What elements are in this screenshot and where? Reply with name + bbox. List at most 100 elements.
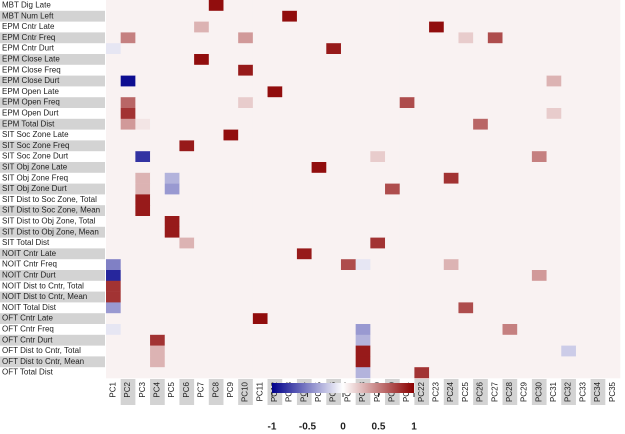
- heatmap-cell: [194, 21, 210, 33]
- heatmap-cell: [238, 259, 254, 271]
- heatmap-cell: [223, 97, 239, 109]
- heatmap-cell: [517, 356, 533, 368]
- heatmap-cell: [208, 0, 224, 12]
- heatmap-cell: [296, 0, 312, 12]
- heatmap-cell: [414, 248, 430, 260]
- heatmap-cell: [223, 259, 239, 271]
- col-label-bg: [238, 379, 253, 405]
- heatmap-cell: [267, 140, 283, 152]
- col-label-bg: [590, 379, 606, 405]
- heatmap-cell: [120, 118, 136, 130]
- heatmap-cell: [326, 32, 342, 44]
- heatmap-cell: [487, 21, 503, 33]
- heatmap-cell: [238, 367, 254, 379]
- row-label: EPM Close Durt: [2, 76, 60, 85]
- heatmap-cell: [546, 291, 562, 303]
- heatmap-cell: [561, 291, 577, 303]
- heatmap-cell: [150, 43, 166, 55]
- heatmap-cell: [355, 75, 371, 87]
- heatmap-cell: [458, 302, 474, 314]
- heatmap-cell: [296, 43, 312, 55]
- heatmap-cell: [282, 334, 298, 346]
- heatmap-cell: [429, 302, 445, 314]
- row-label: EPM Cntr Freq: [2, 33, 55, 42]
- heatmap-cell: [326, 162, 342, 174]
- heatmap-cell: [414, 32, 430, 44]
- heatmap-cell: [575, 54, 591, 66]
- heatmap-cell: [546, 140, 562, 152]
- heatmap-cell: [355, 237, 371, 249]
- col-label: PC2: [123, 381, 132, 397]
- heatmap-cell: [311, 205, 327, 217]
- heatmap-cell: [238, 183, 254, 195]
- heatmap-cell: [135, 10, 151, 22]
- heatmap-cell: [531, 313, 547, 325]
- heatmap-cell: [340, 237, 356, 249]
- heatmap-cell: [575, 248, 591, 260]
- heatmap-cell: [355, 270, 371, 282]
- heatmap-cell: [429, 129, 445, 141]
- heatmap-cell: [252, 172, 268, 184]
- heatmap-cell: [252, 183, 268, 195]
- heatmap-cell: [267, 280, 283, 292]
- heatmap-cell: [267, 129, 283, 141]
- heatmap-cell: [311, 280, 327, 292]
- row-label: SIT Dist to Obj Zone, Mean: [2, 227, 99, 236]
- heatmap-cell: [385, 356, 401, 368]
- heatmap-cell: [311, 118, 327, 130]
- heatmap-cell: [546, 64, 562, 76]
- heatmap-cell: [106, 313, 121, 325]
- heatmap-cell: [385, 226, 401, 238]
- row-label: NOIT Total Dist: [2, 303, 57, 312]
- heatmap-cell: [194, 162, 210, 174]
- heatmap-cell: [150, 21, 166, 33]
- heatmap-cell: [575, 280, 591, 292]
- heatmap-cell: [575, 75, 591, 87]
- heatmap-cell: [150, 356, 166, 368]
- heatmap-cell: [311, 183, 327, 195]
- heatmap-cell: [179, 237, 195, 249]
- heatmap-cell: [531, 21, 547, 33]
- heatmap-cell: [267, 291, 283, 303]
- colorbar-tick-label: -0.5: [299, 422, 317, 433]
- col-label-bg: [502, 379, 518, 405]
- heatmap-cell: [502, 86, 518, 98]
- heatmap-cell: [473, 302, 489, 314]
- row-label: OFT Cntr Freq: [2, 325, 54, 334]
- heatmap-cell: [399, 205, 415, 217]
- heatmap-cell: [443, 334, 459, 346]
- heatmap-cell: [311, 0, 327, 12]
- heatmap-cell: [267, 356, 283, 368]
- heatmap-cell: [282, 313, 298, 325]
- heatmap-cell: [531, 270, 547, 282]
- heatmap-cell: [296, 280, 312, 292]
- heatmap-cell: [502, 43, 518, 55]
- row-label: OFT Cntr Late: [2, 314, 54, 323]
- heatmap-cell: [135, 345, 151, 357]
- heatmap-cell: [399, 270, 415, 282]
- heatmap-cell: [252, 86, 268, 98]
- heatmap-cell: [546, 183, 562, 195]
- heatmap-cell: [164, 313, 180, 325]
- heatmap-cell: [164, 270, 180, 282]
- heatmap-cell: [429, 216, 445, 228]
- heatmap-cell: [399, 367, 415, 379]
- heatmap-cell: [135, 21, 151, 33]
- heatmap-cell: [590, 259, 606, 271]
- heatmap-cell: [326, 172, 342, 184]
- heatmap-cell: [282, 151, 298, 163]
- heatmap-cell: [150, 10, 166, 22]
- heatmap-cell: [326, 118, 342, 130]
- heatmap-cell: [208, 367, 224, 379]
- heatmap-cell: [164, 280, 180, 292]
- heatmap-cell: [223, 118, 239, 130]
- heatmap-cell: [458, 291, 474, 303]
- heatmap-cell: [208, 183, 224, 195]
- heatmap-cell: [106, 248, 121, 260]
- heatmap-cell: [561, 345, 577, 357]
- heatmap-cell: [238, 0, 254, 12]
- heatmap-cell: [531, 194, 547, 206]
- heatmap-cell: [106, 280, 121, 292]
- heatmap-cell: [517, 32, 533, 44]
- heatmap-cell: [414, 54, 430, 66]
